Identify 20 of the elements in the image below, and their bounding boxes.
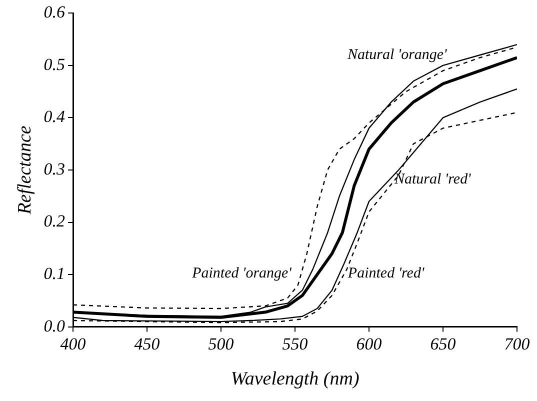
- y-tick-label: 0.1: [44, 264, 66, 283]
- x-tick-label: 500: [208, 334, 234, 354]
- x-tick-label: 700: [504, 334, 530, 354]
- y-tick-label: 0.4: [44, 107, 66, 126]
- y-axis-title: Reflectance: [14, 126, 36, 216]
- x-tick-label: 650: [430, 334, 456, 354]
- series-label: Painted 'red': [346, 265, 425, 282]
- series-label: Natural 'orange': [346, 46, 448, 63]
- y-tick-label: 0.6: [44, 2, 66, 22]
- x-axis-title: Wavelength (nm): [230, 368, 360, 390]
- y-tick-label: 0.0: [44, 316, 66, 336]
- y-tick-label: 0.5: [44, 54, 66, 74]
- x-tick-label: 400: [60, 334, 86, 354]
- y-tick-label: 0.2: [44, 212, 66, 231]
- series-label: Painted 'orange': [191, 265, 292, 282]
- y-tick-label: 0.3: [44, 159, 66, 178]
- x-tick-label: 550: [282, 334, 308, 354]
- x-tick-label: 600: [356, 334, 382, 354]
- series-label: Natural 'red': [394, 171, 472, 188]
- x-tick-label: 450: [134, 334, 160, 354]
